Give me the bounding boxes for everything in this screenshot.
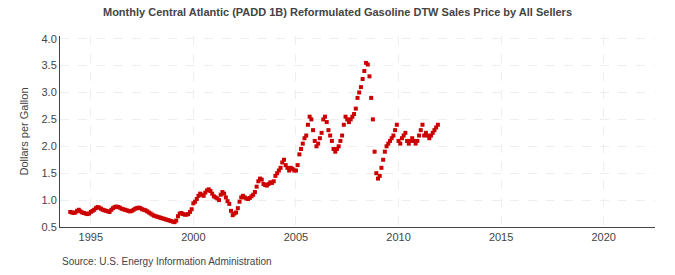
svg-text:3.5: 3.5: [42, 59, 57, 71]
svg-text:2.0: 2.0: [42, 140, 57, 152]
svg-text:2000: 2000: [181, 231, 205, 243]
svg-text:1.0: 1.0: [42, 194, 57, 206]
svg-text:0.5: 0.5: [42, 221, 57, 233]
svg-text:2010: 2010: [386, 231, 410, 243]
svg-text:3.0: 3.0: [42, 86, 57, 98]
svg-text:Monthly Central Atlantic (PADD: Monthly Central Atlantic (PADD 1B) Refor…: [103, 6, 572, 18]
svg-text:4.0: 4.0: [42, 33, 57, 45]
svg-text:2015: 2015: [489, 231, 513, 243]
svg-text:1995: 1995: [79, 231, 103, 243]
svg-text:Dollars per Gallon: Dollars per Gallon: [18, 87, 30, 175]
svg-text:Source: U.S. Energy Informatio: Source: U.S. Energy Information Administ…: [62, 256, 272, 267]
svg-text:2005: 2005: [284, 231, 308, 243]
svg-text:2020: 2020: [591, 231, 615, 243]
svg-text:1.5: 1.5: [42, 167, 57, 179]
svg-text:2.5: 2.5: [42, 113, 57, 125]
